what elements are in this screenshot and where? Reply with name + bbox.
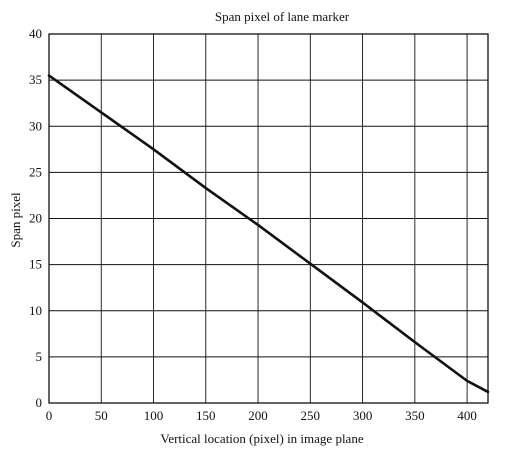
x-axis-label: Vertical location (pixel) in image plane — [160, 431, 363, 446]
y-tick-label: 0 — [36, 395, 43, 410]
x-tick-label: 100 — [144, 408, 164, 423]
grid-lines — [49, 34, 488, 403]
x-tick-label: 300 — [353, 408, 373, 423]
series-layer — [47, 74, 490, 394]
x-tick-label: 50 — [95, 408, 108, 423]
y-tick-label: 20 — [29, 211, 42, 226]
y-axis-ticks: 0 5 10 15 20 25 30 35 40 — [29, 26, 42, 410]
x-tick-label: 400 — [457, 408, 477, 423]
plot-frame — [48, 33, 489, 404]
series-line — [47, 74, 490, 394]
x-axis-ticks: 0 50 100 150 200 250 300 350 400 — [46, 408, 477, 423]
y-axis-label: Span pixel — [8, 192, 23, 248]
y-tick-label: 40 — [29, 26, 42, 41]
x-tick-label: 200 — [248, 408, 268, 423]
y-tick-label: 10 — [29, 303, 42, 318]
x-tick-label: 0 — [46, 408, 53, 423]
x-tick-label: 250 — [301, 408, 321, 423]
y-tick-label: 5 — [36, 349, 43, 364]
chart-title: Span pixel of lane marker — [215, 9, 350, 24]
y-tick-label: 25 — [29, 164, 42, 179]
x-tick-label: 350 — [405, 408, 425, 423]
x-tick-label: 150 — [196, 408, 216, 423]
y-tick-label: 15 — [29, 257, 42, 272]
y-tick-label: 35 — [29, 72, 42, 87]
y-tick-label: 30 — [29, 118, 42, 133]
